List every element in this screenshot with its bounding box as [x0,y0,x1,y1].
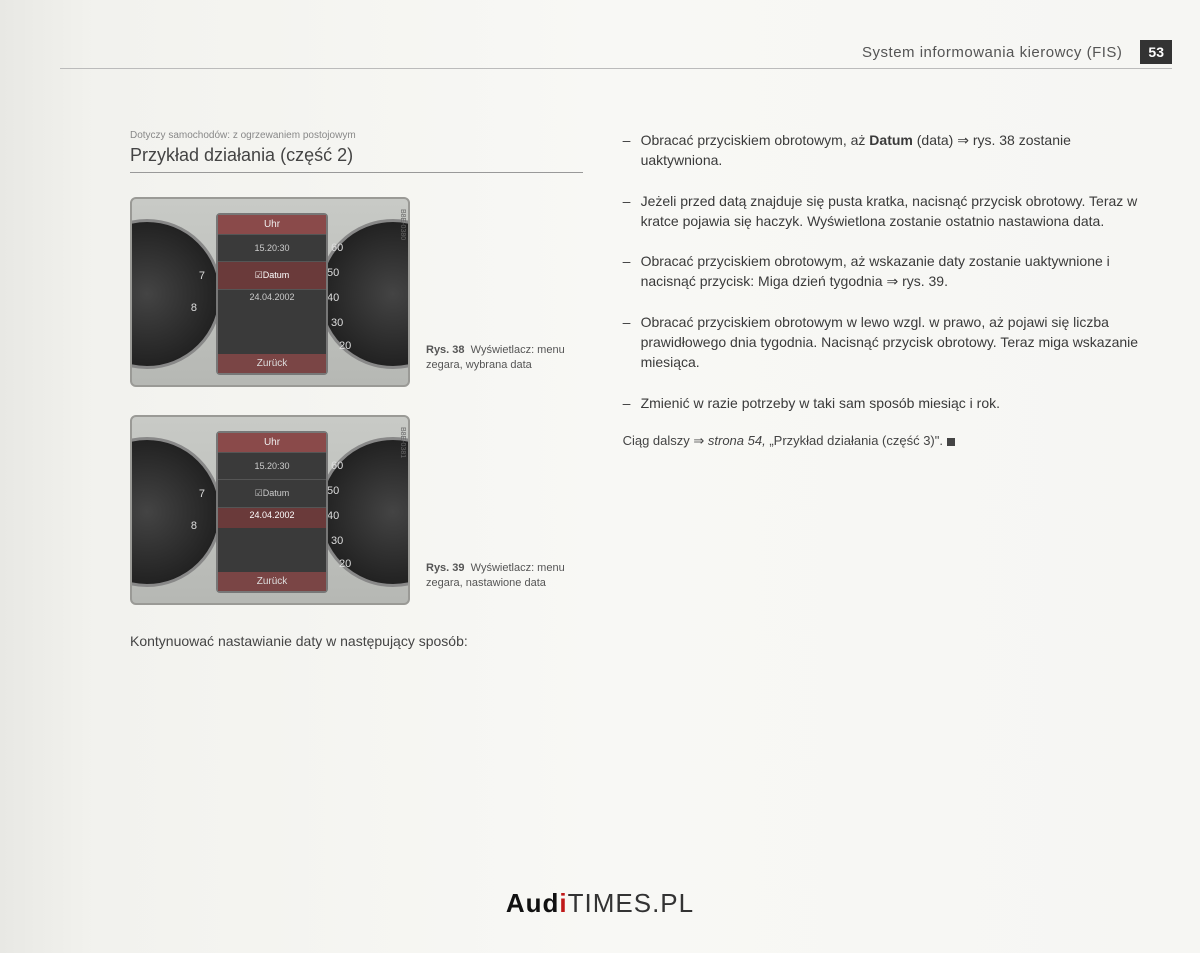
brand-i: i [559,888,567,918]
header-title: System informowania kierowcy (FIS) [862,44,1122,61]
footnote-rest: „Przykład działania (część 3)". [766,433,943,448]
screen-datum-label: ☑Datum [218,261,326,289]
instruction-item: Zmienić w razie potrzeby w taki sam spos… [623,393,1144,413]
screen-date: 24.04.2002 [218,289,326,310]
brand-aud: Aud [506,888,560,918]
gauge-num: 20 [339,340,351,352]
screen-footer: Zurück [218,354,326,373]
figure-38-row: 7 8 60 50 40 30 20 Uhr 15.20:30 ☑Datum [130,197,583,387]
instruction-item: Obracać przyciskiem obrotowym w lewo wzg… [623,312,1144,373]
gauge-num: 40 [327,510,339,522]
tachometer-gauge: 7 8 [130,437,222,587]
screen-header: Uhr [218,433,326,452]
gauge-num: 7 [199,270,205,282]
figure-code: B8E-0381 [399,427,406,458]
fis-screen-39: Uhr 15.20:30 ☑Datum 24.04.2002 Zurück [216,431,328,593]
page: System informowania kierowcy (FIS) 53 Do… [0,0,1200,953]
dashboard-cluster-38: 7 8 60 50 40 30 20 Uhr 15.20:30 ☑Datum [130,197,410,387]
instruction-item: Obracać przyciskiem obrotowym, aż Datum … [623,130,1144,171]
pre-title: Dotyczy samochodów: z ogrzewaniem postoj… [130,130,583,141]
screen-time: 15.20:30 [218,234,326,261]
right-column: Obracać przyciskiem obrotowym, aż Datum … [623,130,1144,833]
gauge-num: 30 [331,535,343,547]
end-marker-icon [947,438,955,446]
continuation-footnote: Ciąg dalszy ⇒ strona 54, „Przykład dział… [623,433,1144,449]
screen-date: 24.04.2002 [218,507,326,528]
gauge-num: 7 [199,488,205,500]
gauge-num: 50 [327,267,339,279]
screen-datum-label: ☑Datum [218,479,326,507]
gauge-num: 8 [191,302,197,314]
gauge-num: 60 [331,242,343,254]
gauge-num: 60 [331,460,343,472]
gauge-num: 30 [331,317,343,329]
gauge-num: 40 [327,292,339,304]
content: Dotyczy samochodów: z ogrzewaniem postoj… [130,130,1144,833]
gauge-num: 8 [191,520,197,532]
fis-screen-38: Uhr 15.20:30 ☑Datum 24.04.2002 Zurück [216,213,328,375]
continue-line: Kontynuować nastawianie daty w następują… [130,633,583,649]
page-number: 53 [1140,40,1172,64]
footnote-prefix: Ciąg dalszy ⇒ [623,433,708,448]
section-title: Przykład działania (część 2) [130,145,583,173]
instruction-list: Obracać przyciskiem obrotowym, aż Datum … [623,130,1144,413]
figure-39-row: 7 8 60 50 40 30 20 Uhr 15.20:30 ☑Datum [130,415,583,605]
gauge-num: 50 [327,485,339,497]
left-column: Dotyczy samochodów: z ogrzewaniem postoj… [130,130,583,833]
instruction-item: Obracać przyciskiem obrotowym, aż wskaza… [623,251,1144,292]
figure-39-caption: Rys. 39 Wyświetlacz: menu zegara, nastaw… [426,561,576,605]
caption-label: Rys. 38 [426,344,465,356]
screen-header: Uhr [218,215,326,234]
dashboard-cluster-39: 7 8 60 50 40 30 20 Uhr 15.20:30 ☑Datum [130,415,410,605]
brand-rest: TIMES.PL [568,888,694,918]
page-header: System informowania kierowcy (FIS) 53 [60,38,1172,66]
speedometer-gauge: 60 50 40 30 20 [318,437,410,587]
figure-38-caption: Rys. 38 Wyświetlacz: menu zegara, wybran… [426,343,576,387]
screen-time: 15.20:30 [218,452,326,479]
header-rule [60,68,1172,69]
footnote-page-ref: strona 54, [708,433,766,448]
figure-code: B8E-0380 [399,209,406,240]
tachometer-gauge: 7 8 [130,219,222,369]
footer-brand: AudiTIMES.PL [0,888,1200,919]
screen-footer: Zurück [218,572,326,591]
speedometer-gauge: 60 50 40 30 20 [318,219,410,369]
instruction-text: Obracać przyciskiem obrotowym, aż Datum … [641,132,1071,168]
gauge-num: 20 [339,558,351,570]
caption-label: Rys. 39 [426,562,465,574]
instruction-item: Jeżeli przed datą znajduje się pusta kra… [623,191,1144,232]
